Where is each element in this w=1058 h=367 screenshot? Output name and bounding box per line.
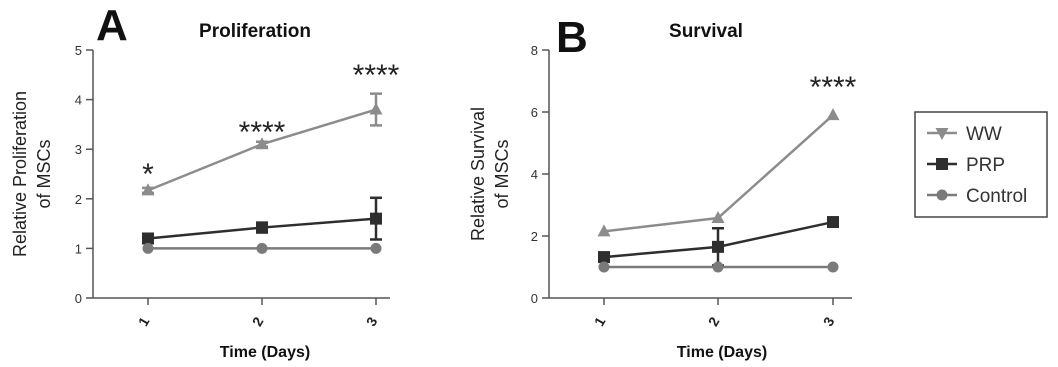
legend-marker-prp — [936, 158, 948, 170]
data-point-ww — [369, 102, 383, 115]
legend-label-prp: PRP — [966, 155, 1005, 176]
legend-label-control: Control — [966, 186, 1027, 207]
significance-annotation: **** — [810, 71, 857, 104]
y-tick-label: 6 — [531, 105, 538, 120]
significance-annotation: **** — [353, 59, 400, 92]
y-tick-label: 8 — [531, 43, 538, 58]
data-point-ww — [255, 137, 269, 150]
x-tick-label: 2 — [249, 314, 267, 329]
chart-title: Proliferation — [199, 21, 311, 42]
x-axis-title: Time (Days) — [220, 344, 310, 361]
y-tick-label: 0 — [531, 291, 538, 306]
data-point-ww — [711, 211, 725, 224]
legend: WW PRP Control — [914, 111, 1048, 218]
x-tick-label: 1 — [135, 314, 153, 329]
y-axis-title: Relative Proliferation of MSCs — [10, 91, 54, 257]
panel-letter: A — [96, 1, 128, 50]
data-point-ww — [826, 108, 840, 121]
x-tick-label: 3 — [363, 314, 381, 329]
y-tick-label: 4 — [531, 167, 538, 182]
series-control — [598, 261, 839, 273]
chart-title: Survival — [669, 21, 743, 42]
series-control — [142, 242, 382, 254]
data-point-prp — [598, 251, 610, 264]
y-tick-label: 4 — [75, 93, 82, 108]
x-tick-label: 3 — [820, 314, 838, 329]
data-point-control — [370, 242, 382, 254]
data-point-prp — [712, 240, 724, 253]
data-point-control — [256, 242, 268, 254]
data-point-prp — [142, 232, 154, 245]
data-point-prp — [256, 221, 268, 234]
significance-annotation: * — [142, 158, 154, 191]
significance-annotation: **** — [239, 116, 286, 149]
chart-panel-b: B Survival 0 2 4 6 8 1 2 3 Time (Days) Relative Sur… — [468, 13, 857, 361]
series-ww — [141, 92, 383, 196]
data-point-control — [827, 261, 839, 273]
legend-label-ww: WW — [966, 124, 1002, 145]
y-axis-title: Relative Survival of MSCs — [468, 107, 512, 241]
data-point-prp — [370, 212, 382, 225]
y-tick-label: 3 — [75, 142, 82, 157]
y-tick-label: 2 — [75, 192, 82, 207]
y-axis-title-line: of MSCs — [34, 139, 54, 208]
data-point-control — [142, 242, 154, 254]
panel-letter: B — [556, 13, 588, 62]
data-point-ww — [141, 183, 155, 196]
y-axis-title-line: Relative Survival — [468, 107, 488, 241]
y-axis-title-line: Relative Proliferation — [10, 91, 30, 257]
x-tick-label: 2 — [705, 314, 723, 329]
y-tick-label: 5 — [75, 43, 82, 58]
chart-panel-a: A Proliferation 0 1 2 3 4 5 1 2 3 Time (Days) Relati… — [10, 1, 400, 361]
data-point-prp — [827, 216, 839, 229]
data-point-ww — [597, 224, 611, 237]
data-point-control — [712, 261, 724, 273]
y-tick-label: 2 — [531, 229, 538, 244]
legend-marker-ww — [935, 128, 949, 140]
x-tick-label: 1 — [591, 314, 609, 329]
x-axis-title: Time (Days) — [677, 344, 767, 361]
legend-marker-control — [936, 189, 948, 201]
y-tick-label: 0 — [75, 291, 82, 306]
y-tick-label: 1 — [75, 241, 82, 256]
series-prp — [142, 196, 382, 245]
data-point-control — [598, 261, 610, 273]
series-ww — [597, 108, 840, 237]
series-prp — [598, 216, 839, 267]
y-axis-title-line: of MSCs — [492, 139, 512, 208]
